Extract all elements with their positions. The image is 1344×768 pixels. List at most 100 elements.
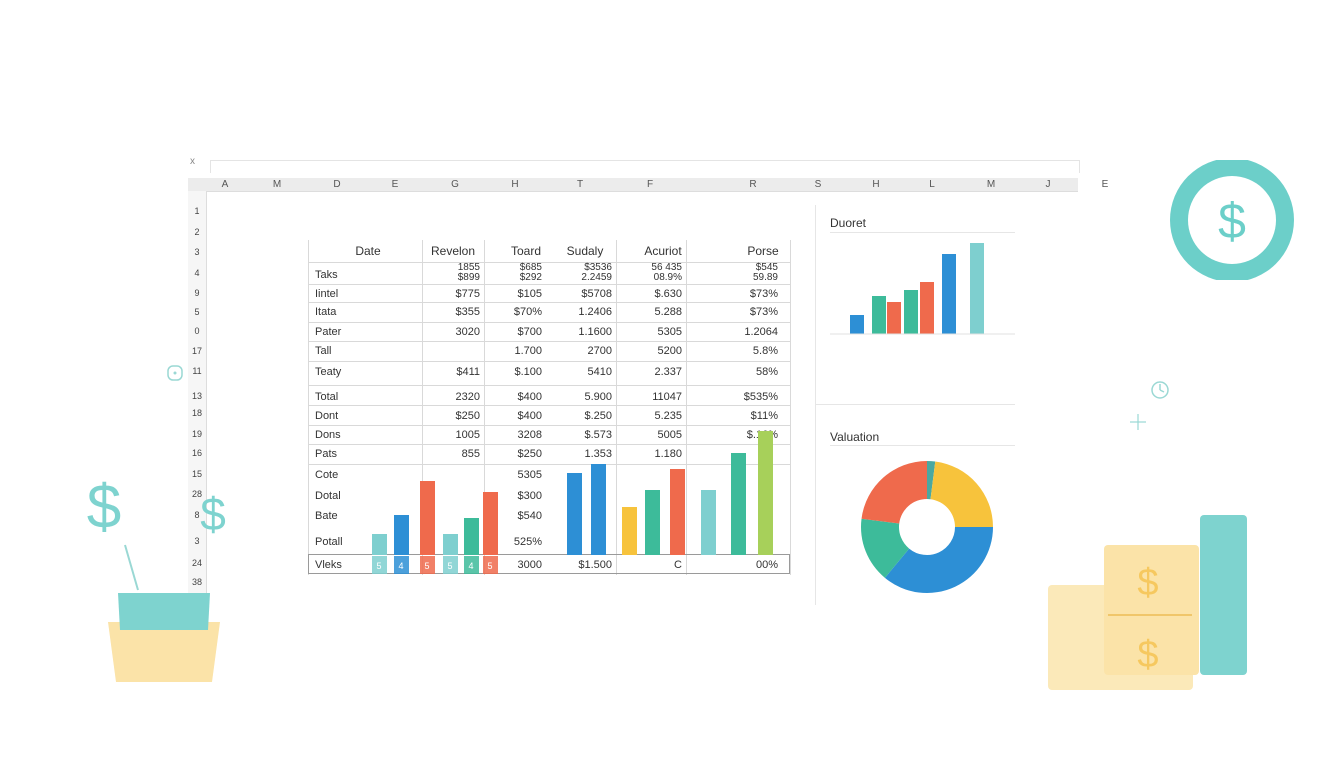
table-cell[interactable]: $73% [749, 288, 778, 300]
row-label[interactable]: Dont [315, 410, 339, 422]
table-cell[interactable]: 3020 [455, 326, 480, 338]
table-cell[interactable]: 5.900 [584, 391, 612, 403]
table-cell[interactable]: $.250 [584, 410, 612, 422]
column-header[interactable]: Sudaly [566, 244, 604, 258]
table-cell[interactable]: $.573 [584, 429, 612, 441]
table-cell[interactable]: 5410 [587, 366, 612, 378]
table-cell[interactable]: $775 [455, 288, 480, 300]
column-letter[interactable]: F [646, 179, 654, 190]
row-number[interactable]: 28 [191, 489, 202, 499]
table-cell[interactable]: 1855 $899 [457, 262, 480, 283]
column-letter[interactable]: E [391, 179, 399, 190]
table-cell[interactable]: $105 [517, 288, 542, 300]
table-cell[interactable]: 1.2406 [578, 306, 612, 318]
table-cell[interactable]: 855 [461, 448, 480, 460]
footer-cell[interactable]: 3000 [517, 559, 542, 571]
table-cell[interactable]: 2700 [587, 345, 612, 357]
table-cell[interactable]: $73% [749, 306, 778, 318]
row-number[interactable]: 3 [194, 536, 200, 546]
row-number[interactable]: 9 [194, 288, 200, 298]
row-label[interactable]: Bate [315, 510, 338, 522]
column-header[interactable]: Toard [510, 244, 542, 258]
table-cell[interactable]: 5305 [657, 326, 682, 338]
row-label[interactable]: Potall [315, 536, 343, 548]
table-cell[interactable]: 5200 [657, 345, 682, 357]
row-number[interactable]: 5 [194, 307, 200, 317]
row-number[interactable]: 19 [191, 429, 202, 439]
row-number[interactable]: 18 [191, 408, 202, 418]
column-header[interactable]: Porse [747, 244, 779, 258]
table-cell[interactable]: 11047 [652, 391, 682, 403]
row-label[interactable]: Taks [315, 269, 338, 281]
table-cell[interactable]: $400 [517, 391, 542, 403]
table-cell[interactable]: $300 [517, 490, 542, 502]
table-cell[interactable]: $5708 [581, 288, 612, 300]
table-cell[interactable]: 2.337 [654, 366, 682, 378]
table-cell[interactable]: $70% [513, 306, 542, 318]
table-cell[interactable]: $355 [455, 306, 480, 318]
row-number[interactable]: 11 [192, 366, 202, 376]
row-number[interactable]: 4 [194, 268, 200, 278]
table-cell[interactable]: 1005 [455, 429, 480, 441]
column-letter[interactable]: G [451, 179, 459, 190]
row-label[interactable]: Teaty [315, 366, 342, 378]
column-letter[interactable]: J [1045, 179, 1051, 190]
table-cell[interactable]: 525% [513, 536, 542, 548]
column-header[interactable]: Date [355, 244, 381, 258]
table-cell[interactable]: 1.1600 [578, 326, 612, 338]
row-number[interactable]: 16 [191, 448, 202, 458]
table-cell[interactable]: 1.700 [514, 345, 542, 357]
column-letter[interactable]: H [872, 179, 880, 190]
column-letter[interactable]: H [511, 179, 519, 190]
formula-bar[interactable] [210, 160, 1080, 173]
table-cell[interactable]: $540 [517, 510, 542, 522]
table-cell[interactable]: 1.353 [584, 448, 612, 460]
table-cell[interactable]: 5.288 [654, 306, 682, 318]
table-cell[interactable]: $3536 2.2459 [581, 262, 612, 283]
table-cell[interactable]: 5.8% [752, 345, 778, 357]
table-cell[interactable]: 5305 [517, 469, 542, 481]
table-cell[interactable]: 1.180 [654, 448, 682, 460]
column-letter[interactable]: S [814, 179, 822, 190]
footer-cell[interactable]: 00% [755, 559, 778, 571]
row-number[interactable]: 15 [191, 469, 202, 479]
row-number[interactable]: 1 [194, 206, 200, 216]
row-label[interactable]: Cote [315, 469, 339, 481]
row-label[interactable]: Pats [315, 448, 338, 460]
table-cell[interactable]: $411 [456, 366, 480, 378]
table-cell[interactable]: 56 435 08.9% [651, 262, 682, 283]
row-number[interactable]: 8 [194, 510, 200, 520]
table-cell[interactable]: $.630 [654, 288, 682, 300]
row-label[interactable]: Pater [315, 326, 342, 338]
column-letter[interactable]: A [221, 179, 229, 190]
table-cell[interactable]: $700 [517, 326, 542, 338]
table-cell[interactable]: $250 [517, 448, 542, 460]
column-letter[interactable]: E [1101, 179, 1109, 190]
table-cell[interactable]: 3208 [517, 429, 542, 441]
table-cell[interactable]: 2320 [455, 391, 480, 403]
row-number[interactable]: 13 [191, 391, 202, 401]
table-cell[interactable]: 5005 [657, 429, 682, 441]
row-number[interactable]: 17 [191, 346, 202, 356]
table-cell[interactable]: $685 $292 [519, 262, 542, 283]
row-number[interactable]: 3 [194, 247, 200, 257]
row-number[interactable]: 2 [194, 227, 200, 237]
column-letter[interactable]: M [272, 179, 282, 190]
column-header[interactable]: Acuriot [644, 244, 682, 258]
column-letter[interactable]: M [986, 179, 996, 190]
row-label[interactable]: Iintel [315, 288, 339, 300]
column-letter[interactable]: D [333, 179, 341, 190]
column-letter[interactable]: T [576, 179, 584, 190]
table-cell[interactable]: $250 [455, 410, 480, 422]
table-cell[interactable]: $545 59.89 [752, 262, 778, 283]
row-label[interactable]: Itata [315, 306, 337, 318]
footer-cell[interactable]: C [674, 559, 682, 571]
column-letter[interactable]: L [929, 179, 935, 190]
table-cell[interactable]: $11% [750, 410, 778, 422]
footer-label[interactable]: Vleks [315, 559, 342, 571]
table-cell[interactable]: $.100 [514, 366, 542, 378]
table-cell[interactable]: $535% [743, 391, 778, 403]
table-cell[interactable]: $400 [517, 410, 542, 422]
row-number[interactable]: 0 [194, 326, 200, 336]
row-label[interactable]: Total [315, 391, 339, 403]
